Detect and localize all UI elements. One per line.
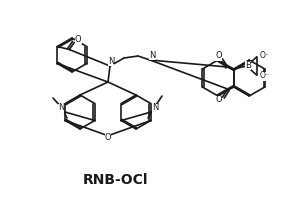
Text: RNB-OCl: RNB-OCl [82,173,148,187]
Text: O: O [75,35,82,44]
Text: O: O [215,96,222,104]
Text: N: N [108,56,114,66]
Text: N: N [152,104,158,112]
Text: B: B [245,60,250,70]
Text: O: O [105,134,111,142]
Text: O: O [215,51,222,60]
Text: N: N [149,50,155,60]
Text: O⁻: O⁻ [260,51,269,60]
Text: O⁻: O⁻ [260,72,269,80]
Text: N: N [58,104,64,112]
